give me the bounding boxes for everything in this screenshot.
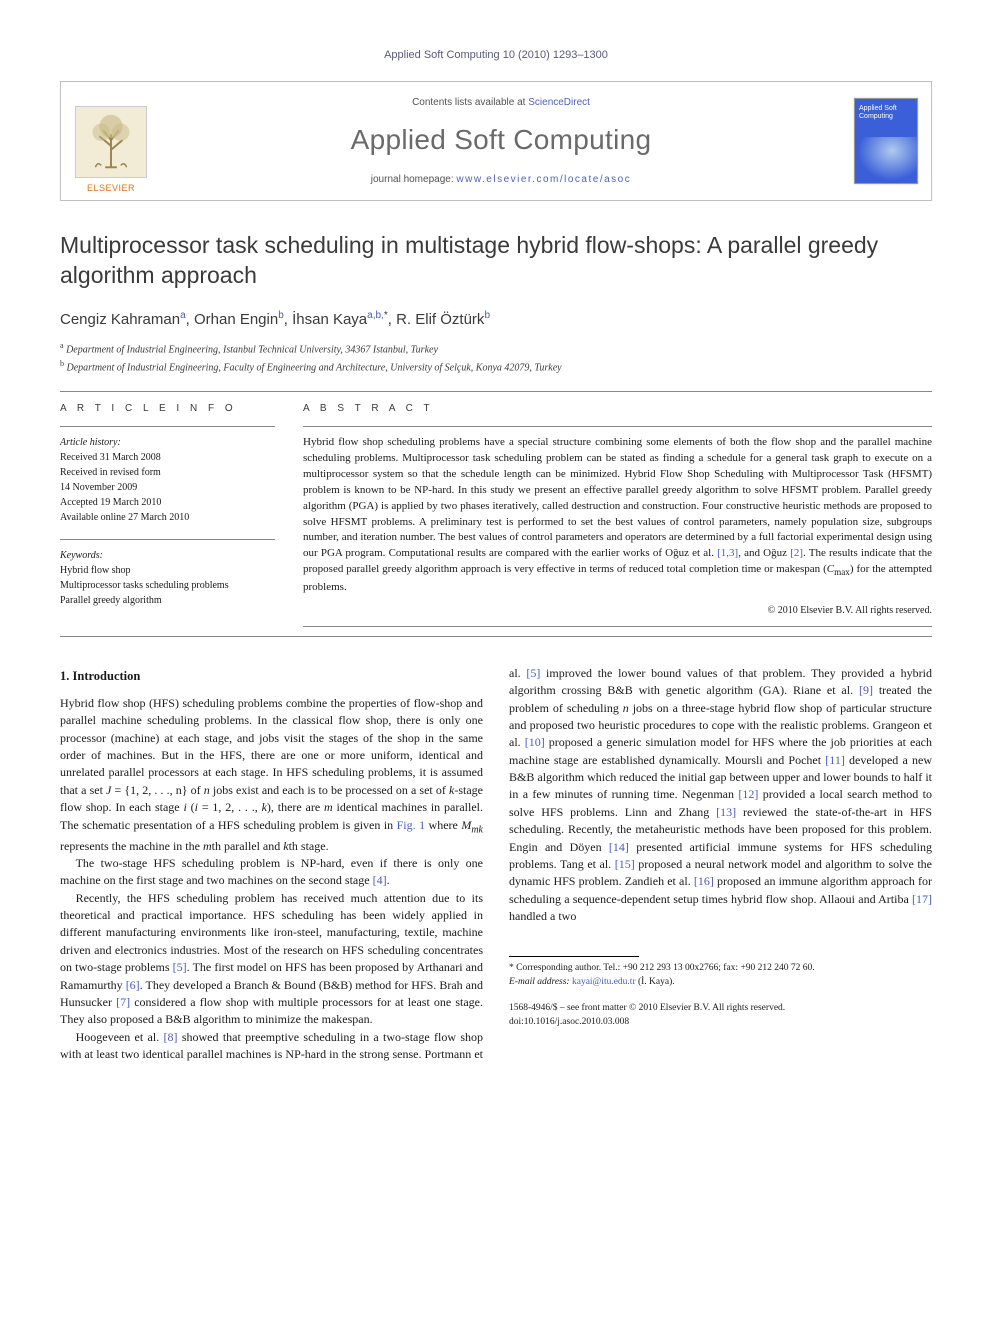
abs-rule — [303, 426, 932, 427]
journal-cover-thumbnail: Applied Soft Computing — [854, 98, 918, 184]
body-paragraph: Hybrid flow shop (HFS) scheduling proble… — [60, 695, 483, 855]
article-history: Article history: Received 31 March 2008 … — [60, 435, 275, 525]
journal-name: Applied Soft Computing — [351, 120, 652, 159]
affiliations: a Department of Industrial Engineering, … — [60, 340, 932, 375]
homepage-link[interactable]: www.elsevier.com/locate/asoc — [456, 174, 631, 185]
contents-available-line: Contents lists available at ScienceDirec… — [412, 96, 590, 110]
section-heading: 1. Introduction — [60, 667, 483, 685]
history-line: 14 November 2009 — [60, 480, 275, 495]
masthead-center: Contents lists available at ScienceDirec… — [161, 82, 841, 200]
homepage-prefix: journal homepage: — [371, 174, 457, 185]
article-info-label: A R T I C L E I N F O — [60, 402, 275, 416]
keyword: Parallel greedy algorithm — [60, 593, 275, 608]
author-list: Cengiz Kahramana, Orhan Enginb, İhsan Ka… — [60, 309, 932, 330]
cover-label: Applied Soft Computing — [859, 105, 913, 120]
abstract-column: A B S T R A C T Hybrid flow shop schedul… — [303, 402, 932, 627]
running-head: Applied Soft Computing 10 (2010) 1293–13… — [60, 48, 932, 63]
journal-homepage-line: journal homepage: www.elsevier.com/locat… — [371, 173, 631, 187]
front-matter-line: 1568-4946/$ – see front matter © 2010 El… — [509, 1001, 932, 1015]
body-paragraph: Recently, the HFS scheduling problem has… — [60, 890, 483, 1029]
cover-thumbnail-wrap: Applied Soft Computing — [841, 82, 931, 200]
publisher-name: ELSEVIER — [87, 182, 135, 195]
abs-bottom-rule — [303, 626, 932, 627]
corresponding-author: * Corresponding author. Tel.: +90 212 29… — [509, 961, 932, 975]
journal-masthead: ELSEVIER Contents lists available at Sci… — [60, 81, 932, 201]
email-link[interactable]: kayai@itu.edu.tr — [572, 977, 636, 987]
affiliation-a: a Department of Industrial Engineering, … — [60, 340, 932, 357]
body-columns: 1. Introduction Hybrid flow shop (HFS) s… — [60, 665, 932, 1064]
affiliation-b: b Department of Industrial Engineering, … — [60, 358, 932, 375]
history-line: Available online 27 March 2010 — [60, 510, 275, 525]
email-line: E-mail address: kayai@itu.edu.tr (İ. Kay… — [509, 975, 932, 989]
info-rule — [60, 426, 275, 427]
abstract-label: A B S T R A C T — [303, 402, 932, 416]
info-rule — [60, 539, 275, 540]
doi-block: 1568-4946/$ – see front matter © 2010 El… — [509, 1001, 932, 1030]
publisher-block: ELSEVIER — [61, 82, 161, 200]
keywords-block: Keywords: Hybrid flow shop Multiprocesso… — [60, 548, 275, 608]
keyword: Hybrid flow shop — [60, 563, 275, 578]
email-label: E-mail address: — [509, 977, 572, 987]
full-width-rule — [60, 636, 932, 637]
keywords-head: Keywords: — [60, 548, 275, 563]
article-info-column: A R T I C L E I N F O Article history: R… — [60, 402, 275, 627]
cover-art-icon — [855, 137, 917, 183]
article-title: Multiprocessor task scheduling in multis… — [60, 231, 932, 291]
keyword: Multiprocessor tasks scheduling problems — [60, 578, 275, 593]
doi-line: doi:10.1016/j.asoc.2010.03.008 — [509, 1015, 932, 1029]
abstract-text: Hybrid flow shop scheduling problems hav… — [303, 435, 932, 596]
sciencedirect-link[interactable]: ScienceDirect — [528, 97, 590, 108]
history-line: Accepted 19 March 2010 — [60, 495, 275, 510]
contents-prefix: Contents lists available at — [412, 97, 528, 108]
body-paragraph: The two-stage HFS scheduling problem is … — [60, 855, 483, 890]
history-line: Received in revised form — [60, 465, 275, 480]
divider-rule — [60, 391, 932, 392]
corresponding-footnote: * Corresponding author. Tel.: +90 212 29… — [509, 956, 932, 990]
copyright-line: © 2010 Elsevier B.V. All rights reserved… — [303, 604, 932, 618]
elsevier-tree-icon — [75, 106, 147, 178]
history-line: Received 31 March 2008 — [60, 450, 275, 465]
footnote-rule — [509, 956, 639, 957]
email-whose: (İ. Kaya). — [636, 977, 675, 987]
history-head: Article history: — [60, 435, 275, 450]
